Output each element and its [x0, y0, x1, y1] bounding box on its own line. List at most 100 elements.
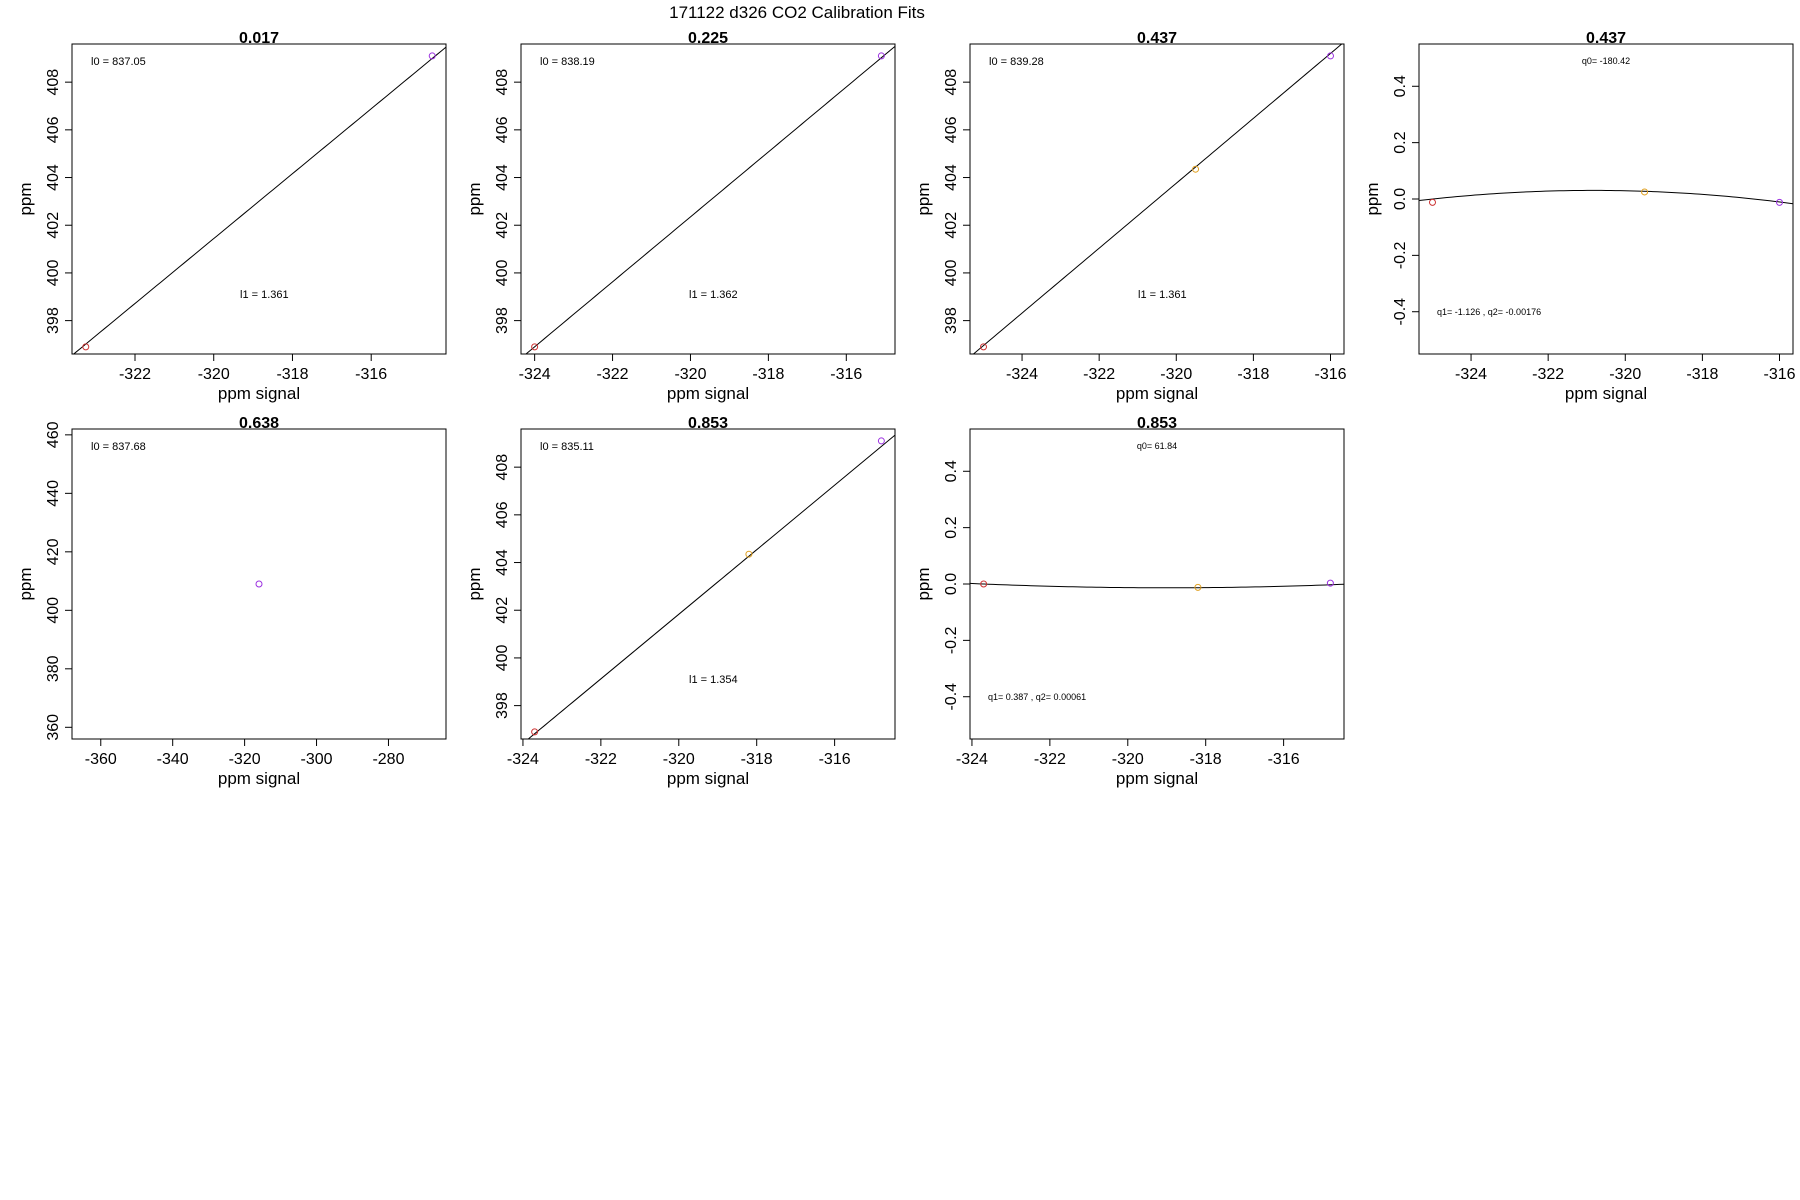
x-axis-label: ppm signal: [667, 384, 749, 403]
y-axis-label: ppm: [914, 567, 933, 600]
x-tick-label: -280: [372, 751, 404, 768]
data-point: [531, 728, 539, 736]
y-tick-label: 398: [494, 692, 511, 719]
y-tick-label: 406: [494, 116, 511, 143]
x-tick-label: -340: [157, 751, 189, 768]
x-tick-label: -322: [1532, 366, 1564, 383]
x-tick-label: -324: [507, 751, 539, 768]
y-axis-label: ppm: [1363, 182, 1382, 215]
x-tick-label: -320: [663, 751, 695, 768]
x-tick-label: -318: [1686, 366, 1718, 383]
x-tick-label: -324: [1455, 366, 1487, 383]
y-tick-label: 404: [494, 549, 511, 576]
x-tick-label: -320: [674, 366, 706, 383]
x-tick-label: -322: [119, 366, 151, 383]
data-point: [255, 580, 263, 588]
x-tick-label: -320: [229, 751, 261, 768]
panel-title: 0.437: [1586, 30, 1626, 47]
chart-panel: 0.853 -324 -322 -320 -318 -316 -0.4 -0.2 0.0 0.2 0…: [914, 415, 1345, 788]
data-point: [1428, 198, 1436, 206]
plot-frame: [71, 43, 447, 355]
fit-line-group: [72, 46, 446, 354]
y-tick-label: -0.4: [1392, 298, 1409, 326]
annotation-label: l0 = 837.05: [91, 56, 146, 68]
data-point: [1194, 583, 1202, 591]
data-point: [980, 580, 988, 588]
x-tick-label: -322: [585, 751, 617, 768]
y-tick-label: 408: [943, 69, 960, 96]
y-tick-label: 0.4: [1392, 75, 1409, 97]
annotation-label: l1 = 1.361: [240, 289, 289, 301]
y-tick-label: 398: [494, 307, 511, 334]
x-tick-label: -320: [1112, 751, 1144, 768]
y-tick-label: 0.0: [943, 573, 960, 595]
y-axis-label: ppm: [465, 182, 484, 215]
y-tick-label: 402: [943, 212, 960, 239]
y-tick-label: 404: [943, 164, 960, 191]
fit-line-group: [525, 45, 895, 354]
panel-title: 0.225: [688, 30, 728, 47]
panel-title: 0.638: [239, 415, 279, 432]
x-tick-label: -316: [1268, 751, 1300, 768]
y-axis-label: ppm: [914, 182, 933, 215]
x-tick-label: -316: [355, 366, 387, 383]
x-tick-label: -316: [1763, 366, 1795, 383]
annotation-label: l0 = 837.68: [91, 441, 146, 453]
y-tick-label: -0.2: [943, 626, 960, 654]
y-tick-label: 420: [45, 538, 62, 565]
data-point: [1192, 165, 1200, 173]
y-tick-label: 406: [943, 116, 960, 143]
y-axis-label: ppm: [16, 182, 35, 215]
x-tick-label: -320: [198, 366, 230, 383]
x-tick-label: -318: [1237, 366, 1269, 383]
annotation-label: l1 = 1.362: [689, 289, 738, 301]
y-tick-label: 408: [494, 69, 511, 96]
y-tick-label: 400: [494, 644, 511, 671]
y-tick-label: -0.2: [1392, 241, 1409, 269]
figure-title: 171122 d326 CO2 Calibration Fits: [669, 3, 925, 22]
fit-line: [525, 45, 895, 354]
fit-line: [1419, 189, 1793, 205]
y-tick-label: -0.4: [943, 683, 960, 711]
data-point: [428, 52, 436, 60]
x-axis-label: ppm signal: [1116, 384, 1198, 403]
fit-line: [970, 582, 1344, 589]
plot-frame: [71, 428, 447, 740]
fit-line-group: [970, 582, 1344, 589]
y-tick-label: 400: [494, 259, 511, 286]
x-tick-label: -316: [819, 751, 851, 768]
panel-title: 0.017: [239, 30, 279, 47]
y-tick-label: 400: [943, 259, 960, 286]
y-tick-label: 460: [45, 421, 62, 448]
y-tick-label: 398: [943, 307, 960, 334]
x-axis-label: ppm signal: [218, 769, 300, 788]
annotation-label: q1= -1.126 , q2= -0.00176: [1437, 307, 1541, 317]
x-axis-label: ppm signal: [1116, 769, 1198, 788]
chart-panel: 0.437 -324 -322 -320 -318 -316 398 400 402 404 406…: [914, 30, 1347, 403]
x-tick-label: -318: [752, 366, 784, 383]
chart-panel: 0.017 -322 -320 -318 -316 398 400 402 404 406 408 p…: [16, 30, 447, 403]
x-tick-label: -320: [1609, 366, 1641, 383]
y-tick-label: 440: [45, 480, 62, 507]
data-point: [1776, 198, 1784, 206]
x-tick-label: -322: [597, 366, 629, 383]
data-point: [979, 343, 987, 351]
y-tick-label: 380: [45, 655, 62, 682]
annotation-label: q1= 0.387 , q2= 0.00061: [988, 692, 1086, 702]
chart-panel: 0.437 -324 -322 -320 -318 -316 -0.4 -0.2 0.0 0.2 0…: [1363, 30, 1796, 403]
y-tick-label: 0.2: [943, 516, 960, 538]
fit-line-group: [1419, 189, 1793, 205]
data-point: [531, 343, 539, 351]
data-point: [82, 343, 90, 351]
x-tick-label: -322: [1083, 366, 1115, 383]
x-tick-label: -316: [830, 366, 862, 383]
annotation-label: l1 = 1.361: [1138, 289, 1187, 301]
data-point: [1326, 579, 1334, 587]
y-tick-label: 404: [45, 164, 62, 191]
annotation-label: l0 = 839.28: [989, 56, 1044, 68]
panel-title: 0.437: [1137, 30, 1177, 47]
data-point: [877, 52, 885, 60]
chart-panel: 0.638 -360 -340 -320 -300 -280 360 380 400 420 440…: [16, 415, 447, 788]
data-point: [745, 550, 753, 558]
